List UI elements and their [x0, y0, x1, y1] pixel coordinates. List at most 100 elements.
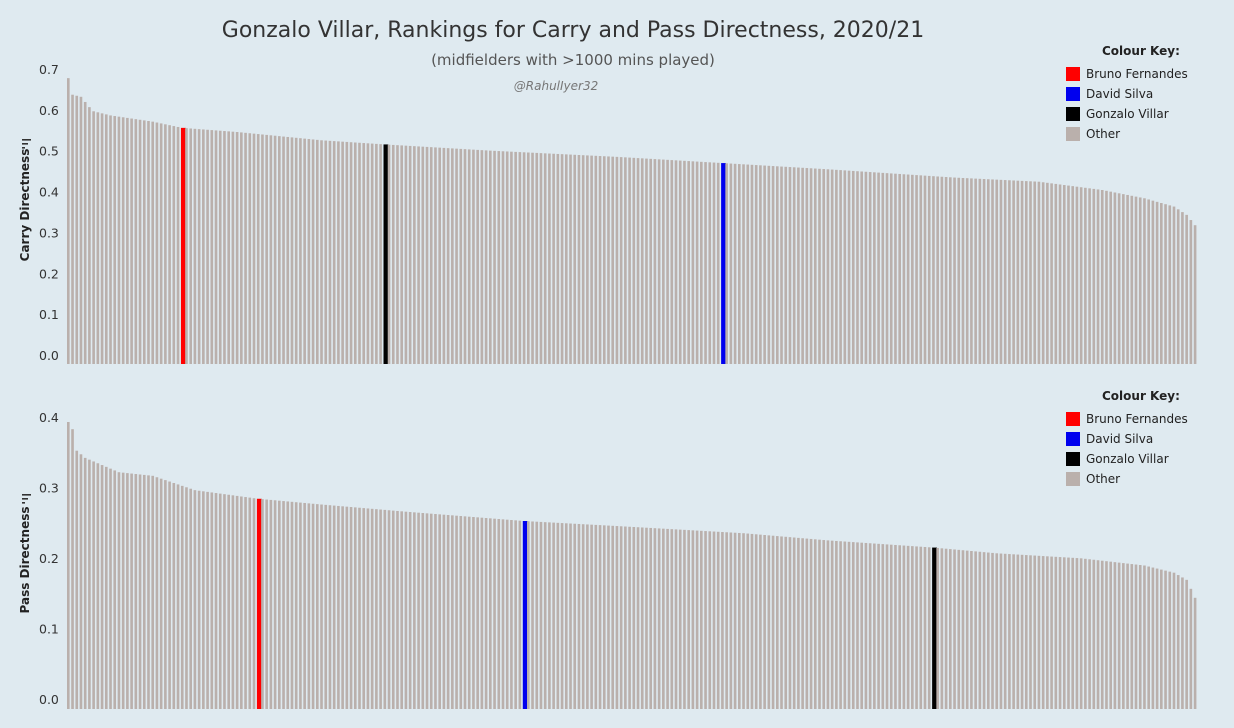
bar[interactable]	[716, 531, 720, 709]
bar[interactable]	[1181, 212, 1184, 364]
bar[interactable]	[1075, 186, 1079, 364]
bar[interactable]	[678, 529, 682, 710]
bar[interactable]	[1109, 191, 1112, 364]
bar[interactable]	[1185, 214, 1188, 364]
bar[interactable]	[214, 493, 218, 709]
bar[interactable]	[282, 136, 285, 364]
bar[interactable]	[556, 153, 560, 364]
bar[interactable]	[1143, 565, 1146, 710]
bar[interactable]	[936, 547, 939, 709]
bar[interactable]	[611, 525, 615, 709]
bar[interactable]	[442, 514, 446, 709]
bar[interactable]	[624, 157, 627, 364]
bar[interactable]	[877, 172, 880, 364]
bar[interactable]	[425, 513, 429, 709]
bar[interactable]	[1033, 555, 1037, 709]
bar-gonzalo-villar[interactable]	[932, 547, 937, 709]
bar[interactable]	[168, 125, 171, 364]
bar[interactable]	[299, 502, 302, 709]
bar[interactable]	[923, 175, 927, 364]
bar[interactable]	[826, 540, 830, 709]
bar[interactable]	[564, 154, 568, 364]
bar[interactable]	[864, 171, 868, 364]
bar[interactable]	[586, 155, 589, 364]
bar[interactable]	[923, 546, 927, 709]
bar[interactable]	[813, 168, 817, 364]
bar[interactable]	[467, 149, 471, 364]
bar[interactable]	[244, 497, 247, 709]
bar[interactable]	[919, 546, 923, 709]
bar[interactable]	[1130, 564, 1134, 709]
bar[interactable]	[480, 517, 484, 709]
bar[interactable]	[147, 475, 150, 709]
bar[interactable]	[1130, 195, 1134, 364]
bar[interactable]	[273, 135, 277, 364]
bar[interactable]	[864, 542, 868, 709]
bar[interactable]	[299, 138, 302, 364]
bar[interactable]	[738, 164, 741, 364]
bar[interactable]	[113, 470, 117, 709]
bar[interactable]	[1079, 187, 1083, 364]
bar[interactable]	[185, 487, 188, 709]
bar[interactable]	[442, 147, 446, 364]
bar[interactable]	[408, 145, 412, 364]
bar[interactable]	[569, 523, 572, 709]
bar[interactable]	[1033, 181, 1037, 364]
bar[interactable]	[835, 169, 838, 364]
bar[interactable]	[404, 511, 408, 709]
bar[interactable]	[986, 179, 990, 364]
bar[interactable]	[704, 531, 707, 709]
bar[interactable]	[434, 514, 437, 709]
bar[interactable]	[1092, 559, 1096, 709]
bar[interactable]	[218, 493, 222, 709]
bar[interactable]	[1046, 556, 1049, 709]
bar[interactable]	[121, 472, 125, 709]
bar[interactable]	[970, 178, 973, 364]
bar[interactable]	[286, 136, 290, 364]
bar[interactable]	[164, 480, 167, 709]
bar[interactable]	[750, 533, 754, 709]
bar[interactable]	[501, 151, 505, 364]
bar[interactable]	[826, 169, 830, 364]
bar-gonzalo-villar[interactable]	[383, 144, 389, 364]
bar[interactable]	[130, 473, 133, 709]
bar[interactable]	[1105, 190, 1108, 364]
bar[interactable]	[244, 132, 247, 364]
bar[interactable]	[902, 545, 906, 709]
bar[interactable]	[653, 528, 657, 709]
bar[interactable]	[176, 126, 180, 364]
bar[interactable]	[240, 132, 243, 364]
bar[interactable]	[476, 517, 479, 709]
bar[interactable]	[809, 538, 813, 709]
bar[interactable]	[493, 518, 496, 709]
bar[interactable]	[463, 149, 467, 364]
bar[interactable]	[438, 514, 441, 709]
bar[interactable]	[594, 524, 598, 709]
bar[interactable]	[999, 553, 1003, 709]
bar[interactable]	[210, 492, 214, 709]
bar[interactable]	[345, 506, 349, 709]
bar[interactable]	[214, 130, 218, 364]
bar[interactable]	[400, 511, 404, 709]
bar[interactable]	[632, 526, 636, 709]
bar[interactable]	[278, 500, 281, 709]
bar[interactable]	[797, 167, 800, 364]
bar[interactable]	[936, 176, 939, 364]
bar[interactable]	[813, 539, 817, 709]
bar[interactable]	[818, 539, 821, 709]
bar[interactable]	[767, 165, 771, 364]
bar[interactable]	[843, 170, 847, 364]
bar[interactable]	[362, 143, 366, 364]
bar[interactable]	[598, 156, 602, 364]
bar[interactable]	[628, 157, 631, 364]
bar[interactable]	[429, 147, 433, 364]
bar[interactable]	[543, 522, 547, 709]
bar[interactable]	[1058, 184, 1062, 364]
bar[interactable]	[543, 153, 547, 364]
bar[interactable]	[970, 551, 973, 709]
bar[interactable]	[379, 144, 382, 364]
bar[interactable]	[463, 516, 467, 709]
bar[interactable]	[320, 140, 323, 364]
bar[interactable]	[851, 542, 855, 709]
bar[interactable]	[476, 149, 479, 364]
